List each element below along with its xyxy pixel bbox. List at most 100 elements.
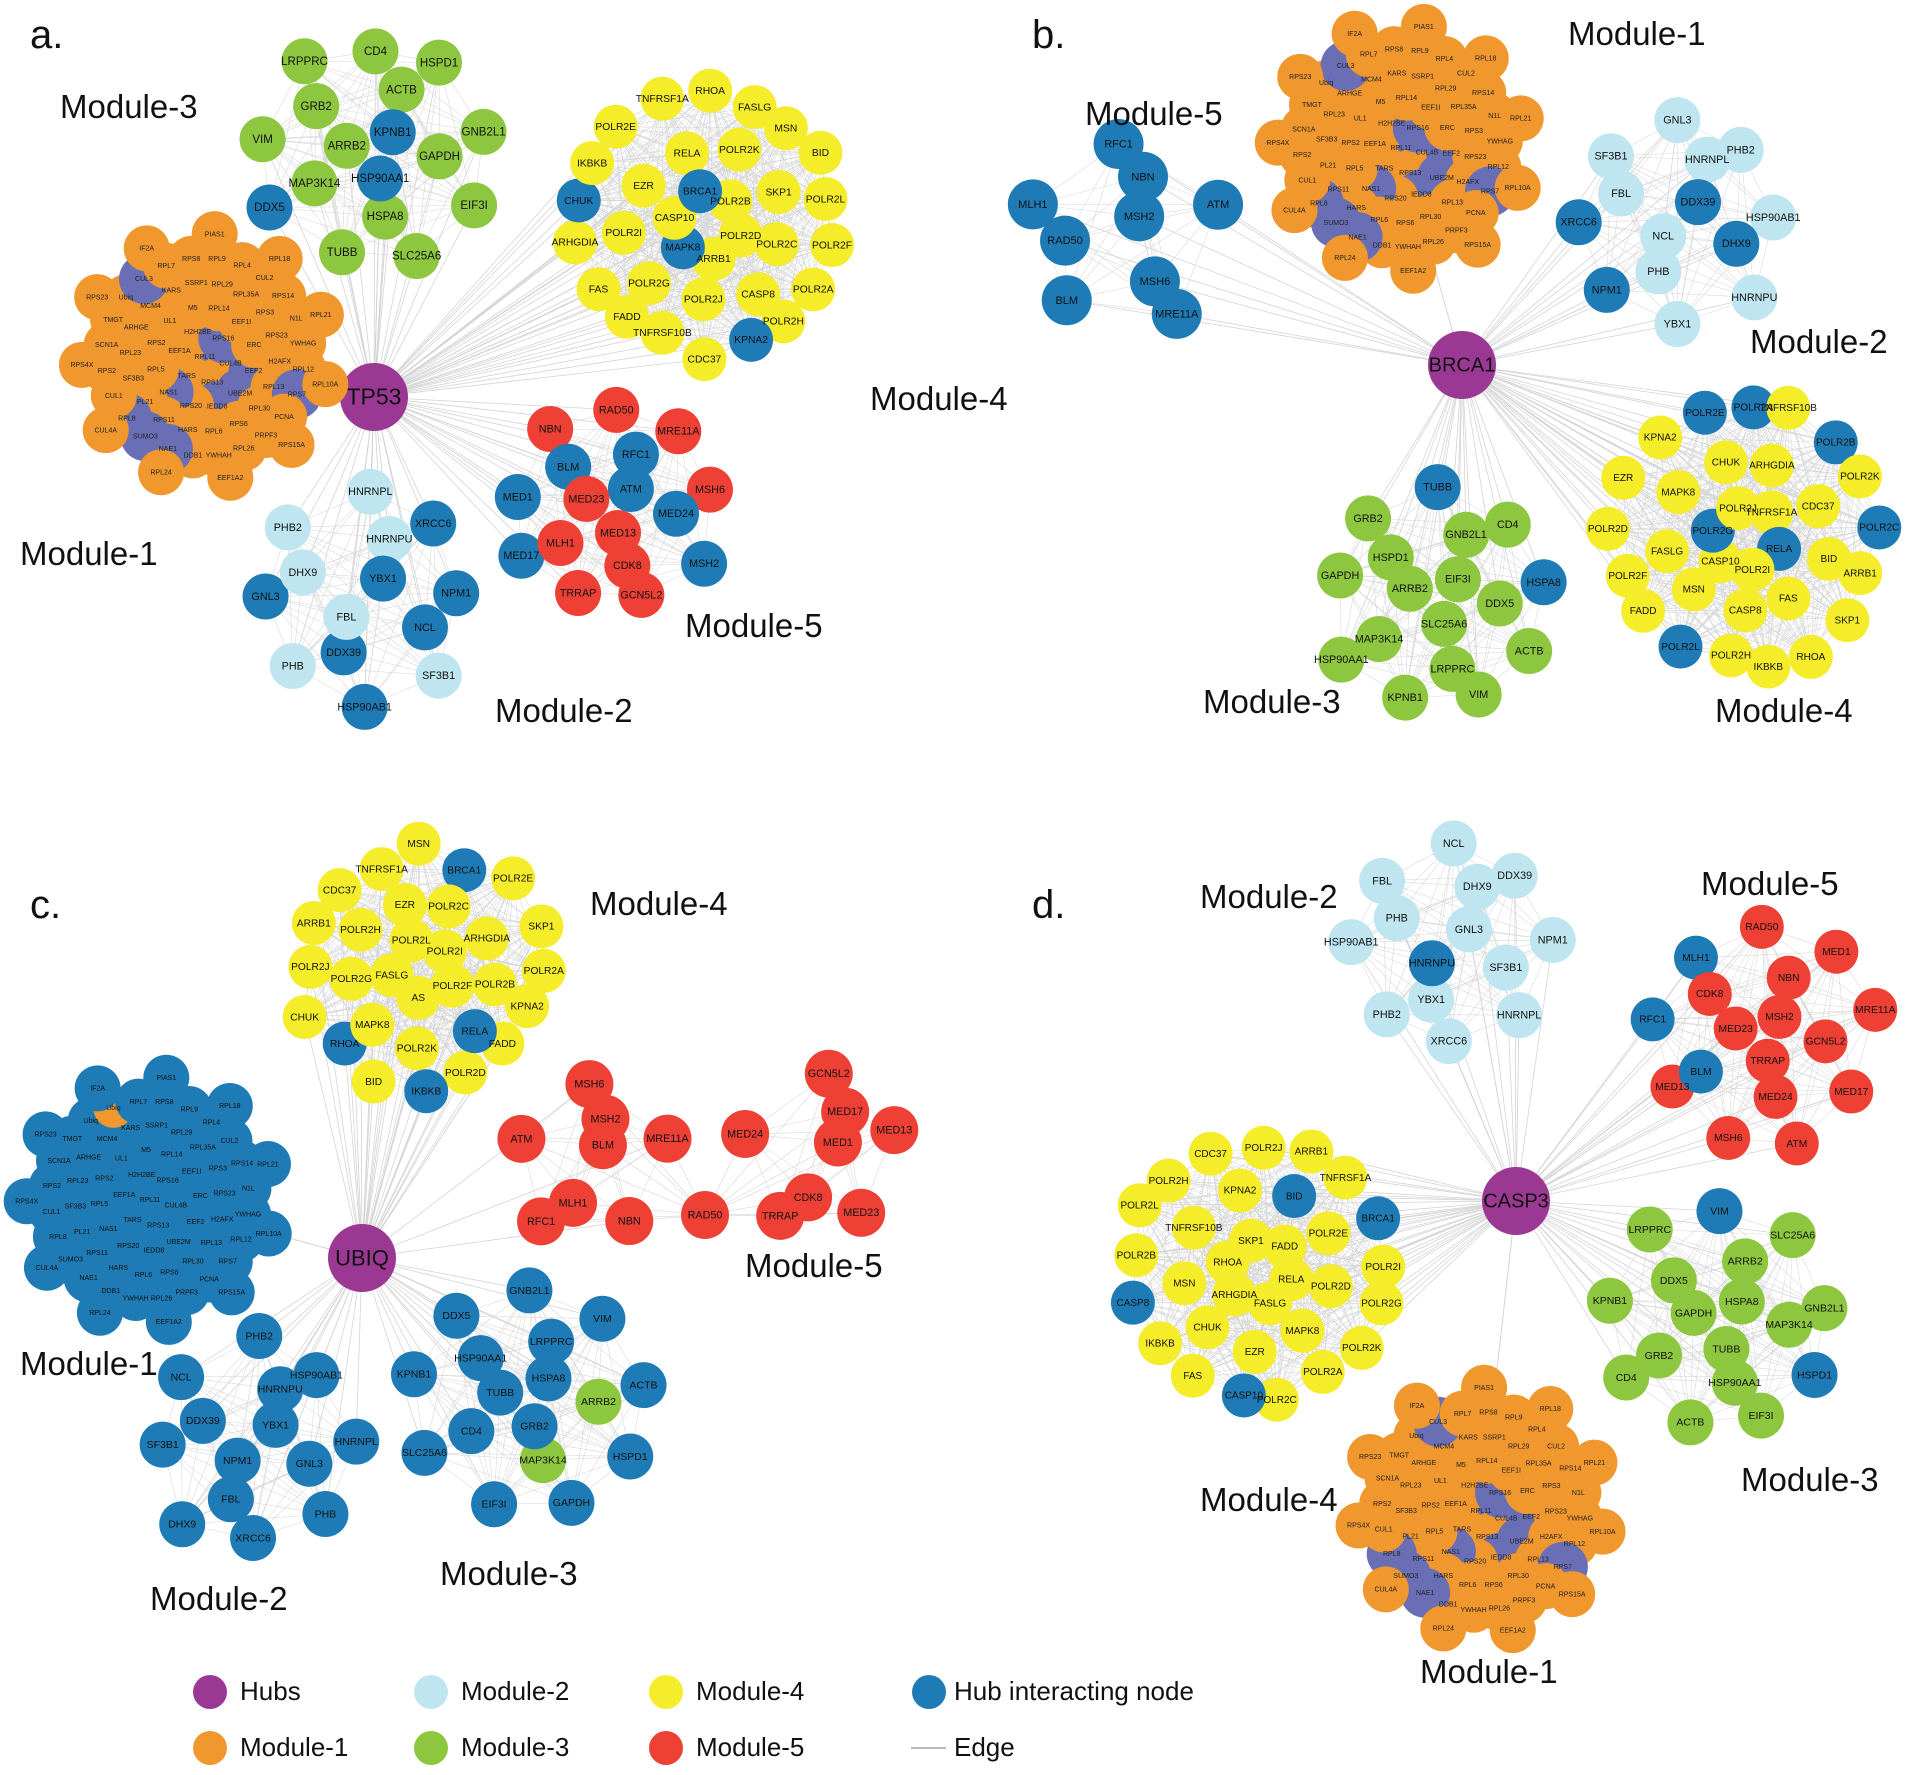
- svg-text:RPL35A: RPL35A: [190, 1144, 216, 1151]
- svg-text:DDX5: DDX5: [1660, 1275, 1688, 1287]
- svg-text:HSP90AB1: HSP90AB1: [337, 701, 392, 713]
- svg-text:UBE2M: UBE2M: [228, 391, 252, 398]
- svg-text:CDC37: CDC37: [688, 354, 722, 365]
- svg-text:EEF2: EEF2: [245, 368, 263, 375]
- svg-text:SF3B3: SF3B3: [123, 376, 145, 383]
- svg-text:UBE2M: UBE2M: [1430, 175, 1454, 182]
- svg-text:HSPA8: HSPA8: [532, 1373, 566, 1385]
- svg-text:MLH1: MLH1: [1018, 199, 1047, 211]
- svg-text:RPS15A: RPS15A: [278, 442, 305, 449]
- svg-text:HNRNPU: HNRNPU: [366, 533, 412, 545]
- svg-text:DDB1: DDB1: [101, 1288, 120, 1295]
- svg-text:RPL4: RPL4: [233, 262, 251, 269]
- svg-text:FASLG: FASLG: [738, 102, 771, 113]
- svg-text:Module-5: Module-5: [696, 1732, 804, 1762]
- svg-text:POLR2G: POLR2G: [1693, 526, 1734, 537]
- svg-text:Ubiq: Ubiq: [84, 1118, 99, 1125]
- svg-text:IEDD8: IEDD8: [1411, 192, 1432, 199]
- svg-text:b.: b.: [1032, 13, 1065, 57]
- svg-text:NPM1: NPM1: [223, 1455, 252, 1467]
- svg-text:CUL3: CUL3: [135, 276, 153, 283]
- svg-text:RPL35A: RPL35A: [233, 292, 259, 299]
- svg-text:RPL7: RPL7: [1454, 1411, 1472, 1418]
- svg-text:ATM: ATM: [510, 1133, 532, 1145]
- svg-text:EEF1I: EEF1I: [182, 1169, 202, 1176]
- svg-text:PL21: PL21: [1402, 1534, 1418, 1541]
- svg-text:HNRNPU: HNRNPU: [1409, 958, 1455, 970]
- svg-text:YWHAG: YWHAG: [1487, 138, 1513, 145]
- svg-text:RPL5: RPL5: [147, 366, 165, 373]
- svg-text:HSP90AA1: HSP90AA1: [1314, 654, 1369, 666]
- svg-text:RPS14: RPS14: [1472, 90, 1494, 97]
- svg-text:RPL6: RPL6: [135, 1272, 153, 1279]
- svg-text:Ubiq: Ubiq: [106, 1105, 121, 1112]
- svg-text:VIM: VIM: [1469, 689, 1488, 701]
- svg-text:ACTB: ACTB: [1676, 1417, 1704, 1429]
- svg-text:MED13: MED13: [1655, 1082, 1690, 1093]
- svg-text:XRCC6: XRCC6: [415, 518, 452, 530]
- svg-text:H2AFX: H2AFX: [268, 359, 291, 366]
- svg-text:ARHGDIA: ARHGDIA: [552, 238, 599, 249]
- svg-text:EEF1I: EEF1I: [1421, 104, 1441, 111]
- svg-text:DDX39: DDX39: [186, 1415, 220, 1427]
- svg-text:HSPA8: HSPA8: [1526, 577, 1561, 589]
- svg-text:POLR2H: POLR2H: [1149, 1176, 1189, 1187]
- svg-text:MSH2: MSH2: [1765, 1012, 1794, 1023]
- svg-text:RAD50: RAD50: [1047, 235, 1082, 247]
- svg-text:POLR2I: POLR2I: [605, 228, 642, 239]
- svg-text:HSP90AA1: HSP90AA1: [351, 173, 409, 185]
- svg-text:RPL23: RPL23: [1323, 112, 1345, 119]
- svg-text:RPL13: RPL13: [201, 1240, 223, 1247]
- svg-text:MCM4: MCM4: [1361, 76, 1382, 83]
- svg-text:NBN: NBN: [618, 1215, 641, 1227]
- svg-text:RPS6: RPS6: [160, 1270, 178, 1277]
- svg-text:RPL8: RPL8: [118, 415, 136, 422]
- svg-text:Module-1: Module-1: [20, 535, 158, 572]
- svg-text:Hub interacting node: Hub interacting node: [954, 1676, 1194, 1706]
- svg-text:PIAS1: PIAS1: [156, 1075, 176, 1082]
- svg-text:POLR2E: POLR2E: [1309, 1229, 1349, 1240]
- svg-text:POLR2G: POLR2G: [331, 974, 372, 985]
- svg-text:RPL23: RPL23: [67, 1178, 89, 1185]
- svg-text:SF3B1: SF3B1: [1594, 151, 1627, 163]
- svg-text:MED1: MED1: [823, 1137, 853, 1149]
- svg-text:RAD50: RAD50: [688, 1209, 723, 1221]
- svg-text:PHB2: PHB2: [246, 1330, 274, 1342]
- svg-text:RPS20: RPS20: [1384, 196, 1406, 203]
- svg-text:Module-5: Module-5: [745, 1247, 883, 1284]
- svg-text:EEF2: EEF2: [187, 1219, 205, 1226]
- svg-text:EEF1A2: EEF1A2: [1400, 268, 1426, 275]
- svg-text:MED23: MED23: [568, 493, 604, 505]
- svg-text:BLM: BLM: [1055, 295, 1078, 307]
- svg-text:BRCA1: BRCA1: [1429, 355, 1496, 377]
- svg-text:EEF2: EEF2: [1522, 1514, 1540, 1521]
- svg-text:YWHAH: YWHAH: [123, 1295, 149, 1302]
- svg-text:SF3B1: SF3B1: [422, 670, 455, 682]
- svg-text:RPL12: RPL12: [1488, 164, 1510, 171]
- svg-text:N1L: N1L: [1572, 1490, 1585, 1497]
- svg-text:PHB2: PHB2: [1727, 144, 1755, 156]
- svg-text:ARRB2: ARRB2: [1392, 583, 1428, 595]
- svg-text:POLR2J: POLR2J: [1245, 1143, 1283, 1154]
- svg-text:KPNA2: KPNA2: [1644, 433, 1677, 444]
- svg-text:EEF1A2: EEF1A2: [217, 475, 243, 482]
- svg-text:LRPPRC: LRPPRC: [530, 1336, 573, 1348]
- svg-text:RPS2: RPS2: [1373, 1501, 1391, 1508]
- svg-text:Module-2: Module-2: [495, 692, 633, 729]
- svg-text:EEF1A2: EEF1A2: [156, 1319, 182, 1326]
- svg-text:POLR2J: POLR2J: [1719, 503, 1757, 514]
- svg-text:Module-3: Module-3: [440, 1555, 578, 1592]
- svg-text:RPL7: RPL7: [158, 263, 176, 270]
- svg-text:GCN5L2: GCN5L2: [1805, 1037, 1845, 1048]
- svg-text:DHX9: DHX9: [168, 1519, 196, 1531]
- svg-text:IKBKB: IKBKB: [1754, 662, 1784, 673]
- svg-text:HSPA8: HSPA8: [367, 211, 404, 223]
- svg-text:HSP90AB1: HSP90AB1: [1324, 937, 1379, 949]
- svg-text:LRPPRC: LRPPRC: [1628, 1224, 1671, 1236]
- svg-text:RPL9: RPL9: [1411, 48, 1429, 55]
- svg-text:ARHGE: ARHGE: [76, 1154, 101, 1161]
- svg-text:NAS1: NAS1: [1442, 1549, 1460, 1556]
- svg-text:POLR2D: POLR2D: [1311, 1281, 1351, 1292]
- svg-text:RAD50: RAD50: [599, 404, 634, 416]
- svg-text:FBL: FBL: [221, 1494, 240, 1506]
